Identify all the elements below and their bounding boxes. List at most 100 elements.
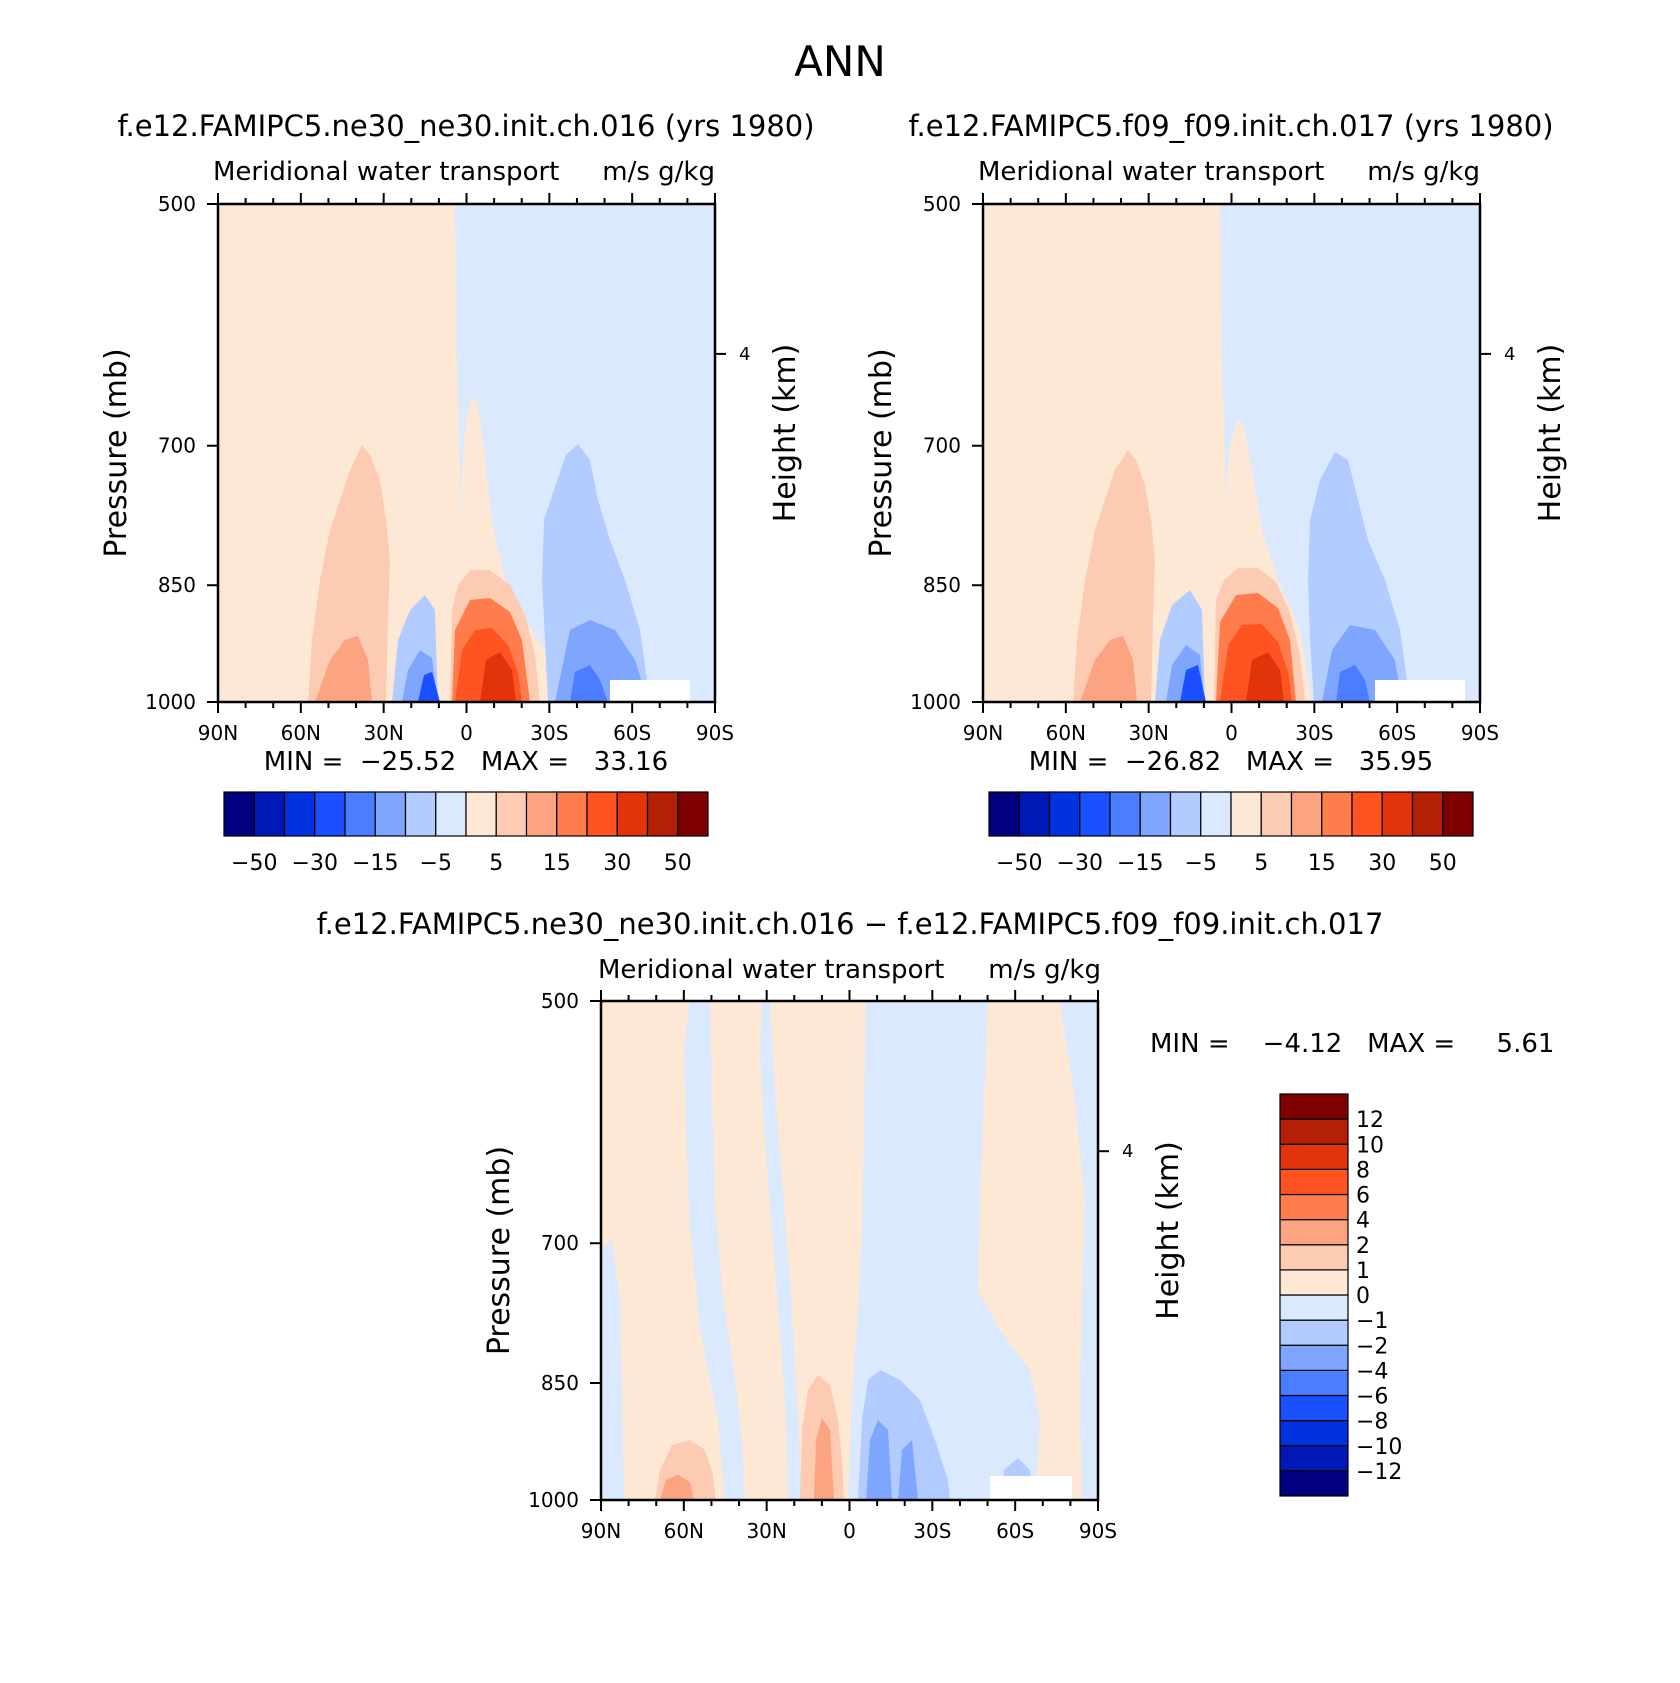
stats-text: MIN = −4.12 MAX = 5.61: [1150, 1029, 1554, 1059]
missing-data-region: [610, 680, 690, 702]
panel-case-title: f.e12.FAMIPC5.f09_f09.init.ch.017 (yrs 1…: [908, 109, 1553, 143]
x-tick-label: 30S: [1295, 721, 1333, 745]
right-axis-title: Height (km): [1151, 1141, 1186, 1320]
colorbar-tick-label: 5: [489, 851, 503, 876]
y-tick-label: 700: [158, 434, 196, 458]
left-axis-title: Pressure (mb): [99, 348, 134, 557]
contour-positive-5: [983, 204, 1235, 702]
colorbar-swatch: [1279, 1394, 1349, 1422]
colorbar-tick-label: −30: [292, 851, 338, 876]
colorbar-swatch: [1321, 791, 1353, 837]
contour-negative-band-1: [684, 1001, 745, 1500]
colorbar-swatch: [1279, 1118, 1349, 1145]
panel-unit: m/s g/kg: [602, 157, 715, 187]
colorbar-swatch: [1279, 1420, 1349, 1447]
colorbar-swatch: [1279, 1269, 1349, 1296]
colorbar-tick-label: 5: [1254, 851, 1268, 876]
x-tick-label: 90S: [696, 721, 734, 745]
contour-negative-band-2: [760, 1001, 802, 1500]
colorbar-swatch: [1109, 791, 1141, 837]
contour-plot: [983, 204, 1480, 702]
stats-text: MIN = −25.52 MAX = 33.16: [264, 747, 668, 777]
colorbar-swatch: [1351, 791, 1383, 837]
x-tick-label: 0: [460, 721, 473, 745]
colorbar-tick-label: 15: [1308, 851, 1336, 876]
contour-positive-5: [218, 204, 470, 702]
colorbar-swatch: [314, 791, 346, 837]
colorbar-swatch: [1079, 791, 1111, 837]
colorbar-swatch: [1290, 791, 1323, 837]
colorbar-swatch: [1230, 791, 1262, 837]
x-tick-label: 60S: [613, 721, 651, 745]
colorbar-swatch: [1279, 1294, 1349, 1321]
colorbar-swatch: [1279, 1319, 1349, 1346]
panel-subtitle: Meridional water transport: [598, 955, 944, 985]
colorbar-swatch: [1048, 791, 1081, 837]
colorbar-swatch: [646, 791, 679, 837]
colorbar-tick-label: 50: [664, 851, 692, 876]
x-tick-label: 60S: [1378, 721, 1416, 745]
x-tick-label: 30N: [746, 1519, 786, 1543]
contour-negative-main: [848, 1001, 1040, 1500]
contour-negative-30-nh: [1180, 665, 1206, 702]
contour-positive-40-eq: [480, 652, 516, 702]
colorbar-swatch: [988, 791, 1020, 837]
colorbar-tick-label: 12: [1356, 1108, 1384, 1133]
colorbar-swatch: [677, 791, 709, 837]
colorbar-swatch: [1260, 791, 1293, 837]
contour-negative-left-edge: [601, 1240, 624, 1500]
contour-positive-10-nh: [308, 445, 390, 702]
axes-layer: 90N 60N 30N 0 30S 60S 90S50070085010004Pressur…: [99, 192, 1568, 1543]
x-tick-label: 60S: [996, 1519, 1034, 1543]
colorbar-tick-label: 10: [1356, 1133, 1384, 1158]
y-tick-label: 700: [923, 434, 961, 458]
colorbar-swatch: [253, 791, 286, 837]
contour-positive-2-eq: [814, 1418, 834, 1500]
colorbar-swatch: [1279, 1369, 1349, 1397]
colorbar-tick-label: −1: [1356, 1309, 1388, 1334]
height-tick-label: 4: [1122, 1141, 1133, 1162]
panel-case-title: f.e12.FAMIPC5.ne30_ne30.init.ch.016 − f.…: [317, 907, 1384, 941]
panel-ne30: f.e12.FAMIPC5.ne30_ne30.init.ch.016 (yrs…: [117, 109, 815, 704]
y-tick-label: 500: [541, 989, 579, 1013]
colorbar-swatch: [1139, 791, 1172, 837]
colorbar-tick-label: −30: [1057, 851, 1103, 876]
colorbar-swatch: [1279, 1219, 1349, 1246]
x-tick-label: 30S: [530, 721, 568, 745]
x-tick-label: 30S: [913, 1519, 951, 1543]
colorbar-swatch: [1279, 1143, 1349, 1170]
right-axis-title: Height (km): [1533, 344, 1568, 523]
colorbar-swatch: [1279, 1445, 1349, 1472]
colorbar-swatch: [283, 791, 316, 837]
y-tick-label: 1000: [145, 690, 196, 714]
colorbar-swatch: [556, 791, 588, 837]
missing-data-region: [1375, 680, 1465, 702]
colorbar-tick-label: 50: [1429, 851, 1457, 876]
colorbar-swatch: [586, 791, 618, 837]
figure-title: ANN: [794, 37, 886, 86]
x-tick-label: 90N: [581, 1519, 621, 1543]
y-tick-label: 850: [158, 573, 196, 597]
colorbar-swatch: [1169, 791, 1202, 837]
x-tick-label: 90S: [1461, 721, 1499, 745]
panel-unit: m/s g/kg: [988, 955, 1101, 985]
x-tick-label: 0: [1225, 721, 1238, 745]
x-tick-label: 30N: [1128, 721, 1168, 745]
colorbar-swatch: [435, 791, 467, 837]
colorbar-tick-label: 15: [543, 851, 571, 876]
colorbar-tick-label: −6: [1356, 1385, 1388, 1410]
colorbar-tick-label: 1: [1356, 1259, 1370, 1284]
x-tick-label: 60N: [664, 1519, 704, 1543]
colorbar-swatch: [1279, 1193, 1349, 1221]
y-tick-label: 850: [541, 1371, 579, 1395]
right-axis-title: Height (km): [768, 344, 803, 523]
colorbar-swatch: [1381, 791, 1414, 837]
colorbar-tick-label: 0: [1356, 1284, 1370, 1309]
missing-data-region: [990, 1476, 1072, 1500]
contour-negative-10-sh: [1308, 452, 1410, 702]
colorbar-tick-label: −15: [352, 851, 398, 876]
panel-case-title: f.e12.FAMIPC5.ne30_ne30.init.ch.016 (yrs…: [117, 109, 814, 143]
x-tick-label: 90S: [1079, 1519, 1117, 1543]
x-tick-label: 30N: [363, 721, 403, 745]
